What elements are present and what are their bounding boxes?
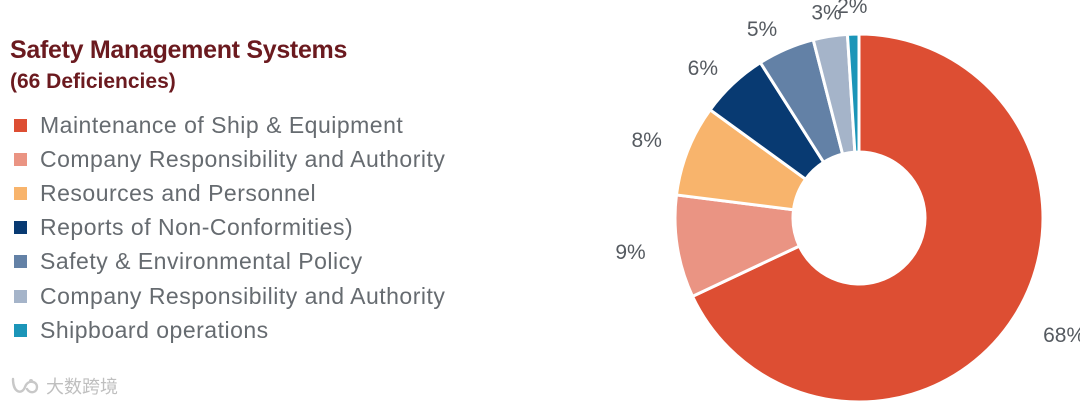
slice-label-5: 3% xyxy=(811,2,841,25)
legend-label: Company Responsibility and Authority xyxy=(40,145,446,172)
legend-swatch xyxy=(14,118,27,132)
slice-shipboard-operations-6 xyxy=(845,32,861,154)
watermark-logo-icon xyxy=(11,377,39,394)
legend-swatch xyxy=(14,323,27,337)
slice-label-3: 6% xyxy=(688,57,718,80)
legend-item: Maintenance of Ship & Equipment xyxy=(14,108,445,142)
legend-swatch xyxy=(14,289,27,303)
chart-title: Safety Management Systems xyxy=(10,36,348,64)
donut-labels: 68% 9% 8% 6% 5% 3%2% xyxy=(615,0,1080,347)
slice-label-6: 2% xyxy=(837,0,867,18)
watermark-text: 大数跨境 xyxy=(46,377,118,397)
watermark: 大数跨境 xyxy=(10,373,118,399)
legend-label: Reports of Non-Conformities) xyxy=(40,214,354,241)
donut-slices xyxy=(673,32,1045,404)
chart-subtitle: (66 Deficiencies) xyxy=(10,70,176,93)
legend-label: Resources and Personnel xyxy=(40,179,317,206)
legend-swatch xyxy=(14,186,27,200)
legend-item: Company Responsibility and Authority xyxy=(14,142,445,176)
slice-label-0: 68% xyxy=(1043,324,1080,347)
slice-label-2: 8% xyxy=(632,129,662,152)
legend-swatch xyxy=(14,255,27,269)
legend-swatch xyxy=(14,152,27,166)
legend-item: Company Responsibility and Authority xyxy=(14,279,445,313)
slice-maintenance-of-ship-equipment-0 xyxy=(691,32,1045,404)
slice-label-1: 9% xyxy=(615,241,645,264)
legend-label: Shipboard operations xyxy=(40,316,269,343)
legend-label: Safety & Environmental Policy xyxy=(40,248,363,275)
legend-label: Maintenance of Ship & Equipment xyxy=(40,111,404,138)
legend-swatch xyxy=(14,221,27,235)
slice-label-4: 5% xyxy=(747,18,777,41)
legend-label: Company Responsibility and Authority xyxy=(40,282,446,309)
legend: Maintenance of Ship & Equipment Company … xyxy=(14,108,445,347)
legend-item: Shipboard operations xyxy=(14,313,445,347)
legend-item: Reports of Non-Conformities) xyxy=(14,211,445,245)
legend-item: Resources and Personnel xyxy=(14,176,445,210)
legend-item: Safety & Environmental Policy xyxy=(14,245,445,279)
